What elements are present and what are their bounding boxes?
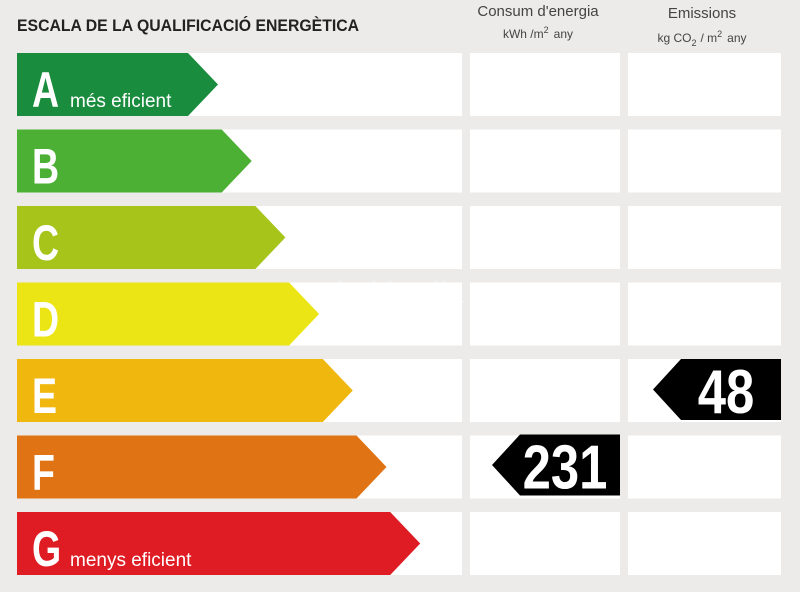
consumption-cell: [470, 53, 620, 116]
emissions-cell: [628, 206, 781, 269]
unit-part: kWh /m: [503, 27, 544, 41]
grade-arrow: [17, 206, 286, 269]
value-label: 231: [523, 434, 608, 503]
value-tag: [492, 434, 620, 496]
grade-letter: A: [32, 63, 59, 118]
grade-letter: F: [32, 445, 55, 500]
consumption-cell: [470, 206, 620, 269]
grade-arrow: [17, 129, 252, 193]
unit-sup: 2: [717, 29, 722, 39]
value-tag: [653, 359, 781, 420]
emissions-cell: [628, 435, 781, 499]
emissions-unit: kg CO2/ m2 any: [657, 29, 746, 48]
grade-letter: D: [32, 292, 59, 347]
emissions-cell: [628, 282, 781, 346]
grade-arrow: [17, 512, 421, 575]
unit-sub: 2: [691, 38, 696, 48]
unit-part: kg CO: [657, 31, 691, 45]
unit-sup: 2: [544, 25, 549, 35]
unit-part: any: [727, 31, 746, 45]
grade-label: menys eficient: [70, 550, 192, 571]
consumption-cell: [470, 282, 620, 346]
value-label: 48: [698, 358, 755, 427]
consumption-cell: [470, 129, 620, 193]
grade-letter: G: [32, 522, 61, 577]
consumption-unit: kWh /m2 any: [503, 25, 573, 41]
grade-label: més eficient: [70, 91, 172, 112]
grade-arrow: [17, 435, 387, 499]
grade-letter: B: [32, 139, 59, 194]
grade-arrow: [17, 282, 320, 346]
unit-part: / m: [700, 31, 717, 45]
grade-letter: E: [32, 369, 57, 424]
consumption-title: Consum d'energia: [477, 3, 599, 20]
watermark: habitaclia: [337, 277, 464, 310]
title: ESCALA DE LA QUALIFICACIÓ ENERGÈTICA: [17, 15, 359, 35]
unit-part: any: [554, 27, 573, 41]
emissions-cell: [628, 129, 781, 193]
grade-arrow: [17, 53, 218, 116]
emissions-title: Emissions: [668, 5, 736, 22]
consumption-cell: [470, 359, 620, 422]
grade-arrow: [17, 359, 353, 422]
consumption-cell: [470, 512, 620, 575]
grade-letter: C: [32, 216, 59, 271]
emissions-cell: [628, 512, 781, 575]
emissions-cell: [628, 53, 781, 116]
